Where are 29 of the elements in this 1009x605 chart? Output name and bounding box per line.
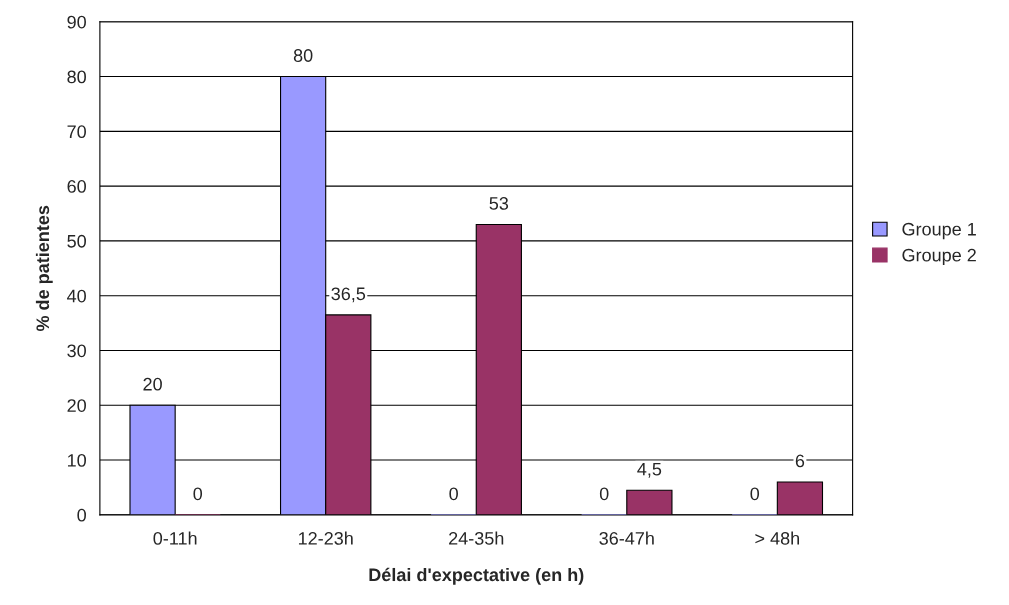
data-label: 36,5 (331, 287, 366, 303)
data-label: 20 (143, 377, 162, 391)
y-tick-label: 60 (67, 180, 86, 193)
x-tick-label: 0-11h (153, 531, 197, 545)
y-tick-label: 90 (67, 15, 86, 29)
y-tick-label: 20 (67, 399, 86, 412)
data-label: 0 (750, 487, 760, 501)
y-axis-title: % de patientes (35, 205, 53, 332)
legend-label: Groupe 1 (902, 222, 976, 240)
y-tick-label: 80 (67, 70, 86, 84)
y-tick-label: 40 (67, 289, 86, 303)
data-label: 4,5 (637, 462, 662, 478)
x-tick-label: 36-47h (599, 531, 654, 545)
x-tick-label: > 48h (755, 531, 800, 545)
y-tick-label: 10 (67, 454, 86, 467)
x-tick-label: 24-35h (449, 531, 504, 545)
data-label: 80 (293, 49, 313, 62)
y-tick-label: 70 (67, 125, 86, 139)
y-tick-label: 50 (67, 234, 86, 248)
y-tick-label: 30 (67, 344, 86, 358)
data-label: 0 (599, 487, 609, 501)
data-label: 53 (489, 197, 509, 210)
data-label: 6 (795, 454, 805, 468)
y-tick-label: 0 (77, 508, 86, 522)
legend-label: Groupe 2 (902, 248, 976, 266)
x-axis-title: Délai d'expectative (en h) (369, 567, 584, 585)
data-label: 0 (193, 487, 203, 501)
data-label: 0 (449, 487, 458, 501)
x-tick-label: 12-23h (298, 531, 353, 545)
